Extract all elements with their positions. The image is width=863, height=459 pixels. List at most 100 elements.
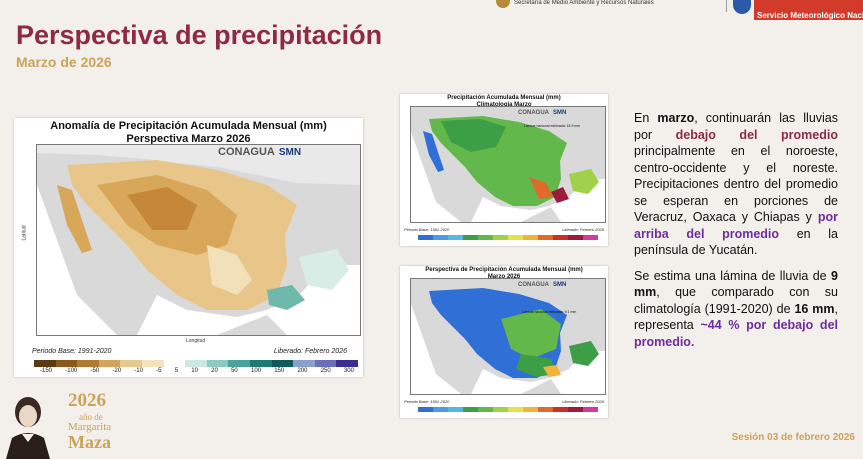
colorbar-tick-label: 10 — [191, 368, 198, 374]
climatology-map-logos: CONAGUA SMN — [518, 110, 566, 116]
anomaly-map-panel: Anomalía de Precipitación Acumulada Mens… — [14, 118, 363, 377]
colorbar-tick-label: 300 — [343, 368, 354, 374]
climatology-colorbar-swatch — [508, 235, 523, 240]
perspective-colorbar — [418, 407, 598, 412]
colorbar-tick-label: 250 — [320, 368, 331, 374]
anomaly-colorbar — [34, 360, 358, 367]
text-16mm: 16 mm — [794, 301, 835, 316]
mexico-climatology-map — [411, 107, 605, 222]
gov-seal-icon — [496, 0, 510, 8]
climatology-colorbar-swatch — [523, 235, 538, 240]
anomaly-colorbar-swatch — [77, 360, 99, 367]
smn-logo: SMN — [553, 110, 567, 116]
perspective-map-panel: Perspectiva de Precipitación Acumulada M… — [400, 266, 608, 418]
climatology-colorbar-swatch — [553, 235, 568, 240]
top-bar: Secretaría de Medio Ambiente y Recursos … — [0, 0, 863, 20]
anniv-line3: Margarita — [68, 421, 112, 433]
anomaly-colorbar-swatch — [120, 360, 142, 367]
climatology-colorbar-swatch — [418, 235, 433, 240]
perspective-lamina: Lámina nacional estimada: 9.1 mm — [522, 310, 577, 314]
climatology-colorbar-swatch — [433, 235, 448, 240]
anomaly-colorbar-swatch — [98, 360, 121, 367]
anomaly-map-ylabel: Latitud — [21, 225, 28, 241]
perspective-colorbar-swatch — [493, 407, 508, 412]
conagua-logo: CONAGUA — [518, 110, 549, 116]
climatology-colorbar-swatch — [493, 235, 508, 240]
perspective-map-title-line1: Perspectiva de Precipitación Acumulada M… — [425, 267, 583, 273]
climatology-map-title-line2: Climatología Marzo — [476, 101, 532, 108]
page-subtitle: Marzo de 2026 — [16, 54, 112, 70]
colorbar-tick-label: 200 — [297, 368, 308, 374]
anomaly-map-xlabel: Longitud — [186, 338, 206, 344]
anomaly-map-title-line2: Perspectiva Marzo 2026 — [126, 132, 251, 145]
perspective-map-released: Liberado: Febrero 2026 — [562, 399, 604, 404]
text-span: , representa — [634, 301, 839, 333]
text-span: en la península de Yucatán. — [634, 226, 838, 258]
climatology-map-released: Liberado: Febrero 2026 — [562, 227, 604, 232]
description-text: En marzo, continuarán las lluvias por de… — [634, 110, 838, 359]
portrait-icon — [6, 397, 50, 459]
smn-logo-icon — [733, 0, 751, 14]
smn-logo: SMN — [553, 282, 567, 288]
text-percent-below: ~44 % por debajo del promedio. — [634, 318, 838, 349]
anomaly-colorbar-ticks: -150 -100 -50 -20 -10 -5 5 10 20 50 100 150 200 250 30… — [40, 368, 354, 374]
perspective-colorbar-swatch — [583, 407, 598, 412]
text-span: , que comparado con su climatología (199… — [634, 285, 838, 316]
anomaly-colorbar-swatch — [141, 360, 164, 367]
perspective-map-title: Perspectiva de Precipitación Acumulada M… — [400, 267, 608, 281]
perspective-map-title-line2: Marzo 2026 — [487, 273, 521, 280]
page-title: Perspectiva de precipitación — [16, 20, 383, 50]
climatology-colorbar — [418, 235, 598, 240]
climatology-map-panel: Precipitación Acumulada Mensual (mm) Cli… — [400, 94, 608, 246]
climatology-colorbar-swatch — [583, 235, 598, 240]
colorbar-tick-label: -150 — [40, 368, 53, 374]
anomaly-colorbar-swatch — [55, 360, 78, 367]
header-divider — [726, 0, 727, 12]
smn-label: Servicio Meteorológico Nacio — [754, 0, 863, 20]
climatology-lamina: Lámina nacional estimada: 15.9 mm — [524, 124, 581, 128]
climatology-colorbar-swatch — [463, 235, 478, 240]
climatology-map-image — [410, 106, 606, 223]
colorbar-tick-label: -100 — [65, 368, 78, 374]
text-span: principalmente en el noroeste, centro-oc… — [634, 144, 838, 224]
colorbar-tick-label: 20 — [211, 368, 218, 374]
anniv-year: 2026 — [68, 390, 106, 411]
climatology-colorbar-swatch — [568, 235, 583, 240]
mexico-perspective-map — [411, 279, 605, 394]
anomaly-colorbar-swatch — [185, 360, 207, 367]
perspective-colorbar-swatch — [478, 407, 493, 412]
paragraph-1: En marzo, continuarán las lluvias por de… — [634, 110, 838, 259]
perspective-map-period: Periodo Base: 1991-2020 — [404, 399, 450, 404]
text-month: marzo — [657, 111, 695, 125]
conagua-logo: CONAGUA — [218, 146, 275, 158]
climatology-colorbar-swatch — [538, 235, 553, 240]
anniv-line4: Maza — [68, 432, 111, 452]
perspective-colorbar-swatch — [538, 407, 553, 412]
colorbar-tick-label: 50 — [231, 368, 238, 374]
text-span: , continuarán las lluvias por — [634, 111, 839, 142]
perspective-colorbar-swatch — [418, 407, 433, 412]
perspective-map-image — [410, 278, 606, 395]
anomaly-map-logos: CONAGUA SMN — [218, 146, 301, 158]
anomaly-colorbar-swatch — [228, 360, 250, 367]
perspective-colorbar-swatch — [568, 407, 583, 412]
climatology-colorbar-swatch — [448, 235, 463, 240]
text-span: En — [634, 111, 658, 125]
session-date: Sesión 03 de febrero 2026 — [731, 432, 855, 443]
anomaly-colorbar-swatch — [163, 360, 186, 367]
anomaly-map-image — [36, 144, 361, 336]
anomaly-map-title: Anomalía de Precipitación Acumulada Mens… — [14, 120, 363, 145]
perspective-colorbar-swatch — [523, 407, 538, 412]
text-span: Se estima una lámina de lluvia de — [634, 268, 832, 283]
anomaly-map-period: Periodo Base: 1991-2020 — [32, 348, 112, 355]
climatology-map-period: Periodo Base: 1991-2020 — [404, 227, 450, 232]
anomaly-colorbar-swatch — [336, 360, 358, 367]
paragraph-2: Se estima una lámina de lluvia de 9 mm, … — [634, 268, 838, 351]
colorbar-tick-label: -5 — [156, 368, 162, 374]
text-below-average: debajo del promedio — [675, 127, 838, 142]
margarita-maza-logo: 2026 año de Margarita Maza — [2, 388, 120, 459]
perspective-colorbar-swatch — [448, 407, 463, 412]
colorbar-tick-label: -10 — [134, 368, 143, 374]
colorbar-tick-label: 100 — [250, 368, 261, 374]
smn-logo: SMN — [278, 146, 302, 158]
